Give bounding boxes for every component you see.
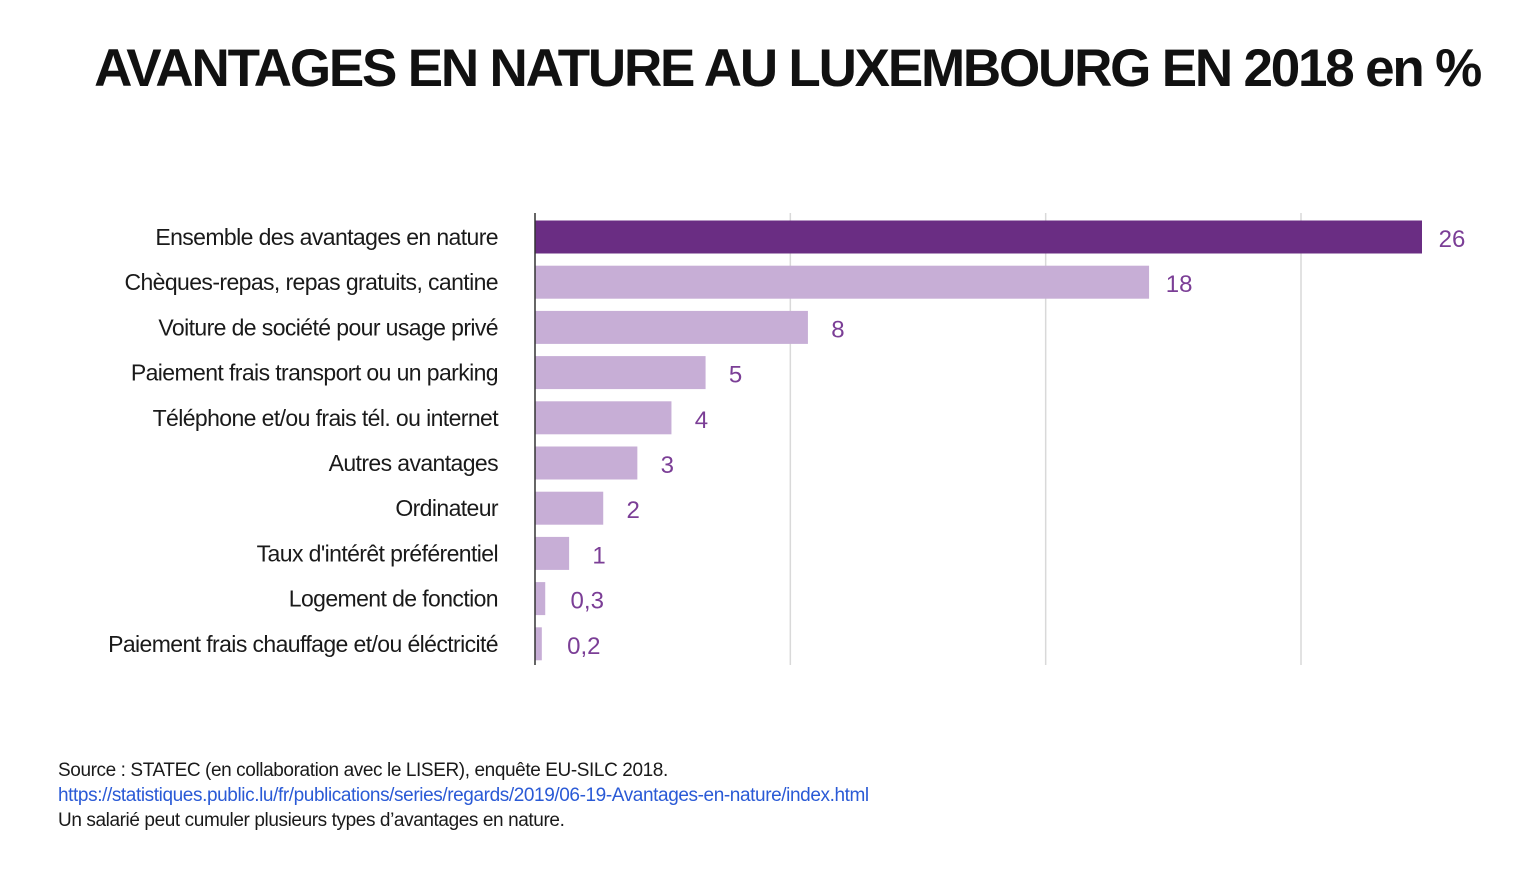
category-labels: Ensemble des avantages en nature Chèques-… — [108, 224, 500, 657]
value-label-5: 4 — [695, 407, 708, 434]
bar-2 — [535, 265, 1150, 299]
bar-5 — [535, 401, 672, 435]
chart-title: AVANTAGES EN NATURE AU LUXEMBOURG EN 201… — [94, 39, 1482, 98]
value-label-8: 1 — [592, 542, 605, 569]
value-label-9: 0,3 — [571, 588, 604, 615]
category-label-3: Voiture de société pour usage privé — [158, 314, 498, 340]
category-label-2: Chèques-repas, repas gratuits, cantine — [124, 269, 498, 295]
value-label-4: 5 — [729, 362, 742, 389]
bars — [535, 220, 1422, 661]
bar-4 — [535, 356, 706, 390]
value-label-7: 2 — [627, 497, 640, 524]
bar-10 — [535, 627, 542, 661]
value-label-2: 18 — [1166, 271, 1193, 298]
footer: Source : STATEC (en collaboration avec l… — [58, 758, 869, 833]
value-label-3: 8 — [831, 316, 844, 343]
value-label-1: 26 — [1439, 226, 1466, 253]
source-text: Source : STATEC (en collaboration avec l… — [58, 760, 668, 781]
category-label-7: Ordinateur — [395, 495, 499, 521]
category-label-8: Taux d'intérêt préférentiel — [257, 540, 498, 566]
bar-9 — [535, 582, 546, 616]
category-label-10: Paiement frais chauffage et/ou éléctrici… — [108, 631, 498, 657]
category-label-4: Paiement frais transport ou un parking — [131, 360, 498, 386]
bar-3 — [535, 310, 808, 344]
category-label-6: Autres avantages — [329, 450, 499, 476]
category-label-5: Téléphone et/ou frais tél. ou internet — [153, 405, 500, 431]
category-label-9: Logement de fonction — [289, 586, 498, 612]
category-label-1: Ensemble des avantages en nature — [155, 224, 498, 250]
bar-6 — [535, 446, 638, 480]
bar-8 — [535, 536, 570, 570]
footnote: Un salarié peut cumuler plusieurs types … — [58, 810, 565, 831]
bar-7 — [535, 491, 604, 525]
value-label-10: 0,2 — [567, 633, 600, 660]
bar-1 — [535, 220, 1422, 254]
source-link[interactable]: https://statistiques.public.lu/fr/public… — [58, 785, 869, 806]
value-label-6: 3 — [661, 452, 674, 479]
